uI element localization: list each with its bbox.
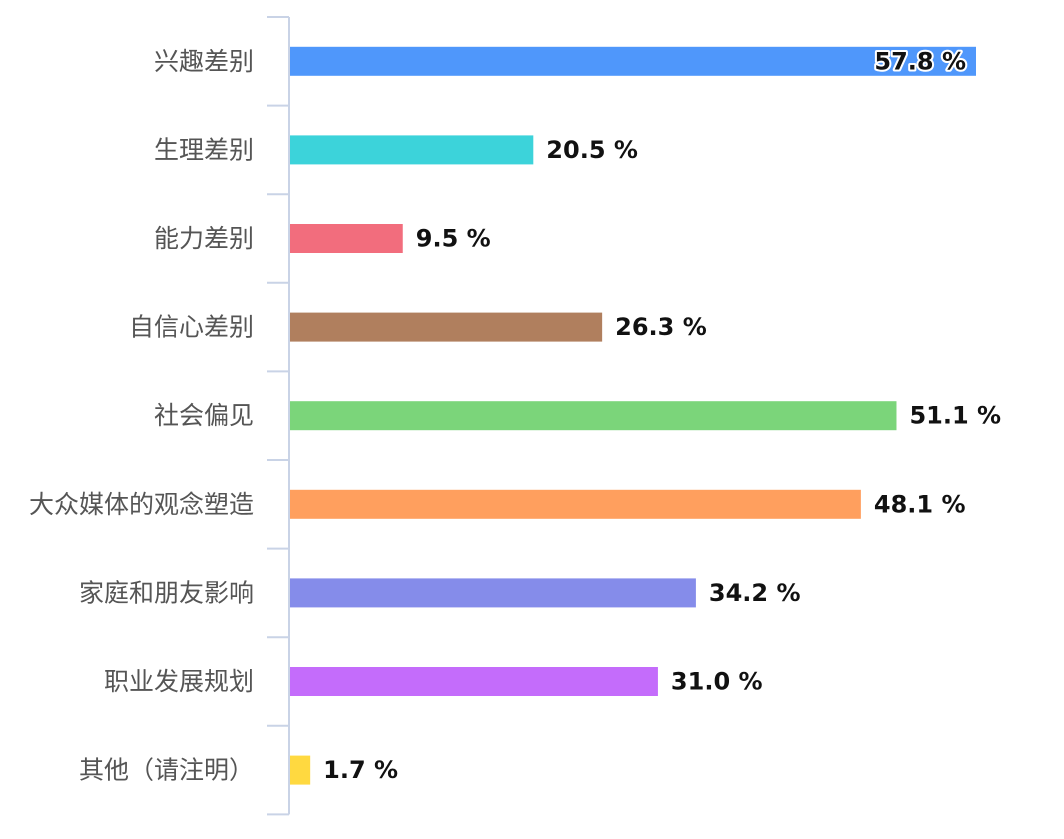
data-label: 51.1 % [909,402,1001,430]
bar [290,489,861,519]
bars [290,46,976,785]
data-label: 31.0 % [671,668,763,696]
category-label: 自信心差别 [129,313,254,342]
bar [290,224,403,253]
category-label: 大众媒体的观念塑造 [29,490,254,519]
data-label: 34.2 % [709,579,801,607]
data-label: 57.8 % [874,47,966,75]
data-label: 20.5 % [546,136,638,164]
category-label: 社会偏见 [154,401,254,430]
bar [290,667,658,696]
data-label: 26.3 % [615,313,707,341]
bar [290,578,696,608]
category-axis [267,16,290,816]
data-label: 9.5 % [416,225,491,253]
category-label: 职业发展规划 [104,667,254,696]
category-label: 能力差别 [154,224,254,253]
category-label: 兴趣差别 [154,47,254,76]
bar [290,46,976,76]
category-label: 生理差别 [154,135,254,164]
bar [290,312,603,342]
data-label: 1.7 % [323,756,398,784]
category-label: 家庭和朋友影响 [79,578,254,607]
bar [290,755,311,785]
category-label: 其他（请注明） [79,756,254,785]
labels: 兴趣差别 57.8 % 生理差别 20.5 % 能力差别 9.5 % 自信心差别 26.3 %… [29,45,1001,785]
bar [290,401,897,431]
data-label: 48.1 % [874,490,966,518]
bar [290,135,534,165]
